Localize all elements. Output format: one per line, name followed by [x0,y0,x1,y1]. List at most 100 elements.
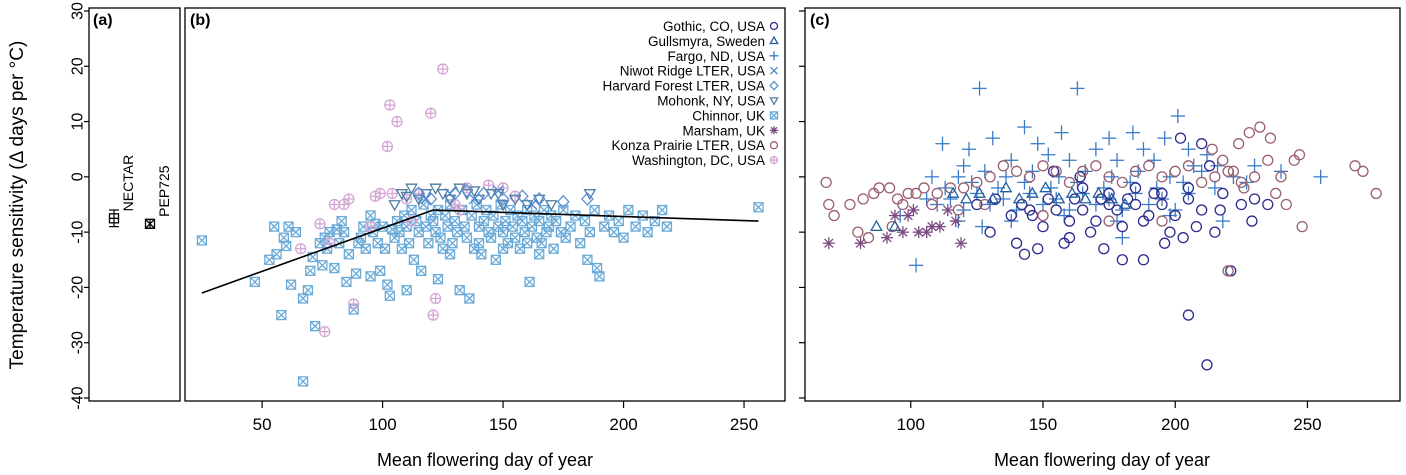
data-point [360,243,371,254]
series-gothic-co-usa [971,132,1274,371]
y-tick-label: 20 [70,57,87,75]
data-point [1148,187,1160,200]
data-point [918,182,930,194]
data-point [924,169,940,185]
data-point [1118,197,1132,209]
y-tick-label: -20 [70,276,87,299]
data-point [328,198,341,211]
panel-a-marks: NECTAR PEP725 [108,155,172,230]
x-tick-label: 250 [730,415,758,434]
data-point [986,192,1000,204]
data-point [1143,160,1155,172]
data-point [1025,164,1040,179]
data-point [1169,209,1181,222]
data-point [1296,220,1308,233]
data-point [1207,180,1223,196]
data-point [1156,215,1168,227]
data-point [1157,131,1172,146]
panel-b-frame [184,7,786,402]
data-point [435,232,446,243]
data-point [1246,215,1258,227]
y-tick-label: 10 [70,113,87,131]
data-point [1116,176,1128,189]
data-point [933,220,946,233]
data-point [1169,165,1181,177]
data-point [1222,265,1234,277]
data-point [989,193,1002,205]
data-point [579,215,591,227]
data-point [1078,192,1092,204]
data-point [338,226,350,238]
data-point [1264,132,1277,144]
data-point [946,186,960,198]
data-point [1190,220,1203,233]
data-point [1050,165,1062,177]
data-point [1129,198,1142,211]
data-point [1181,142,1196,157]
data-point [290,226,301,238]
data-point [536,238,547,249]
data-point [285,279,297,290]
data-point [249,276,261,288]
data-point [920,226,933,239]
legend-item: Marsham, UK [682,123,779,138]
data-point [753,202,764,213]
data-point [1092,186,1105,198]
data-point [1065,186,1079,198]
panel-a-marker [144,218,156,230]
panel-a-frame [88,7,181,402]
data-point [412,194,426,206]
y-axis-a: 30 20 10 0 -10 -20 -30 -40 [70,2,89,410]
data-point [1063,215,1076,227]
data-point [1235,198,1247,211]
data-point [661,221,673,232]
data-point [1201,359,1213,371]
legend-item: Washington, DC, USA [632,153,779,168]
data-point [309,320,321,332]
data-point [943,191,958,207]
data-point [1010,165,1023,177]
data-point [888,219,902,232]
legend-label: Konza Prairie LTER, USA [611,138,765,153]
panel-a-item-label: PEP725 [156,165,172,217]
data-point [951,169,966,185]
data-point [1137,215,1150,227]
y-tick-label: 0 [70,172,87,181]
data-point [375,265,386,276]
data-point [926,198,938,211]
data-point [1037,160,1049,172]
legend-label: Harvard Forest LTER, USA [602,79,765,94]
data-point [281,240,292,252]
data-point [522,238,533,249]
data-point [425,107,437,119]
data-point [912,226,925,239]
data-point [1090,215,1102,227]
data-point [520,200,534,212]
data-point [477,186,491,201]
data-point [427,309,439,321]
data-point [548,243,559,254]
data-point [429,292,442,305]
legend-marker [769,51,779,61]
data-point [305,265,316,276]
data-point [1182,182,1195,194]
data-point [449,215,461,227]
data-point [820,176,832,189]
data-point [420,193,432,205]
data-point [1177,232,1189,244]
data-point [365,271,376,282]
x-axis-label-c: Mean flowering day of year [994,450,1210,470]
data-point [485,232,497,243]
data-point [459,221,470,232]
panel-b: (b) 50 100 150 200 250 Gothic, CO, USAGullsm… [184,7,786,470]
data-point [1143,209,1155,222]
data-point [1137,254,1150,266]
data-point [1012,192,1026,204]
data-point [1293,149,1306,161]
data-point [908,258,924,273]
panel-b-points [196,63,764,387]
data-point [319,326,331,338]
x-axis-c: 100 150 200 250 [897,401,1322,434]
data-point [468,193,480,205]
data-point [862,232,875,244]
